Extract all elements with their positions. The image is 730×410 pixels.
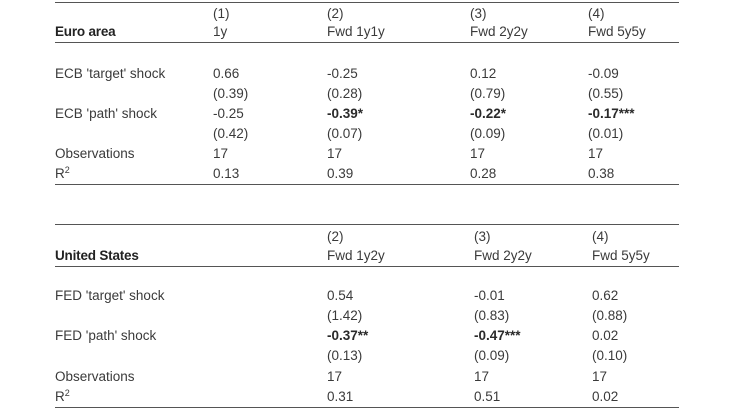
us-row-label: FED 'path' shock [55,328,157,343]
us-top-rule [55,224,679,225]
us-cell: 0.02 [592,328,619,343]
us-cell: 17 [327,369,343,384]
euro-cell: 0.66 [213,66,240,81]
euro-row-label-wrap: R2 [55,164,70,184]
us-row: (1.42) (0.83) (0.88) [55,306,679,326]
us-col-name-3: Fwd 2y2y [474,248,532,263]
us-row-label: Observations [55,369,135,384]
euro-header-row: Euro area 1y Fwd 1y1y Fwd 2y2y Fwd 5y5y [55,22,679,42]
us-cell: -0.47*** [474,328,521,343]
us-row-label-superscript: 2 [64,388,70,398]
us-cell: (0.13) [327,348,363,363]
us-header-row: United States Fwd 1y2y Fwd 2y2y Fwd 5y5y [55,246,679,266]
united-states-title: United States [55,248,139,263]
euro-cell: 17 [213,146,229,161]
euro-col-name-3: Fwd 2y2y [470,24,528,39]
us-column-numbers: (2) (3) (4) [55,227,679,247]
euro-col-num-3: (3) [470,6,487,21]
euro-column-numbers: (1) (2) (3) (4) [55,4,679,24]
euro-col-num-2: (2) [327,6,344,21]
euro-col-num-1: (1) [213,6,230,21]
us-cell: (1.42) [327,308,363,323]
euro-cell: 17 [470,146,486,161]
euro-cell: (0.42) [213,126,249,141]
us-cell: -0.37** [327,328,369,343]
us-cell: 0.54 [327,288,354,303]
euro-col-name-2: Fwd 1y1y [327,24,385,39]
euro-cell: (0.79) [470,86,506,101]
euro-cell: (0.55) [588,86,624,101]
us-col-name-2: Fwd 1y2y [327,248,385,263]
us-row-label-wrap: R2 [55,387,70,407]
euro-row-label: ECB 'path' shock [55,106,157,121]
euro-cell: (0.39) [213,86,249,101]
euro-row-label-superscript: 2 [64,165,70,175]
euro-bottom-rule [55,184,679,185]
euro-top-rule [55,2,679,3]
us-cell: -0.01 [474,288,505,303]
us-cell: (0.83) [474,308,510,323]
euro-cell: 0.39 [327,166,354,181]
euro-cell: (0.28) [327,86,363,101]
us-row-label: FED 'target' shock [55,288,165,303]
us-cell: 17 [592,369,608,384]
us-row: R2 0.31 0.51 0.02 [55,387,679,407]
us-bottom-rule [55,407,679,408]
us-cell: 17 [474,369,490,384]
euro-cell: -0.17*** [588,106,635,121]
us-cell: 0.02 [592,389,619,404]
us-cell: 0.51 [474,389,501,404]
euro-cell: 0.28 [470,166,497,181]
us-row: FED 'target' shock 0.54 -0.01 0.62 [55,286,679,306]
us-col-num-4: (4) [592,229,609,244]
euro-col-name-4: Fwd 5y5y [588,24,646,39]
euro-row: R2 0.13 0.39 0.28 0.38 [55,164,679,184]
euro-row: (0.39) (0.28) (0.79) (0.55) [55,84,679,104]
euro-cell: (0.09) [470,126,506,141]
euro-cell: -0.22* [470,106,507,121]
euro-row: ECB 'target' shock 0.66 -0.25 0.12 -0.09 [55,64,679,84]
euro-cell: (0.07) [327,126,363,141]
euro-row: Observations 17 17 17 17 [55,144,679,164]
euro-cell: 17 [327,146,343,161]
us-row-label: R [55,389,65,404]
us-cell: 0.62 [592,288,619,303]
euro-cell: 0.13 [213,166,240,181]
euro-cell: -0.25 [213,106,244,121]
euro-col-name-1: 1y [213,24,228,39]
euro-row: ECB 'path' shock -0.25 -0.39* -0.22* -0.17**… [55,104,679,124]
euro-area-title: Euro area [55,24,116,39]
us-header-rule [55,266,679,267]
euro-cell: -0.39* [327,106,364,121]
us-col-num-2: (2) [327,229,344,244]
us-col-num-3: (3) [474,229,491,244]
us-col-name-4: Fwd 5y5y [592,248,650,263]
euro-row-label: R [55,166,65,181]
us-row: (0.13) (0.09) (0.10) [55,346,679,366]
euro-cell: (0.01) [588,126,624,141]
euro-cell: -0.25 [327,66,358,81]
euro-cell: 17 [588,146,604,161]
us-cell: (0.09) [474,348,510,363]
euro-cell: -0.09 [588,66,619,81]
euro-header-rule [55,42,679,43]
euro-cell: 0.38 [588,166,615,181]
euro-row-label: Observations [55,146,135,161]
us-row: Observations 17 17 17 [55,367,679,387]
us-cell: (0.10) [592,348,628,363]
us-cell: (0.88) [592,308,628,323]
euro-cell: 0.12 [470,66,497,81]
euro-col-num-4: (4) [588,6,605,21]
euro-row: (0.42) (0.07) (0.09) (0.01) [55,124,679,144]
us-cell: 0.31 [327,389,354,404]
us-row: FED 'path' shock -0.37** -0.47*** 0.02 [55,326,679,346]
euro-row-label: ECB 'target' shock [55,66,166,81]
